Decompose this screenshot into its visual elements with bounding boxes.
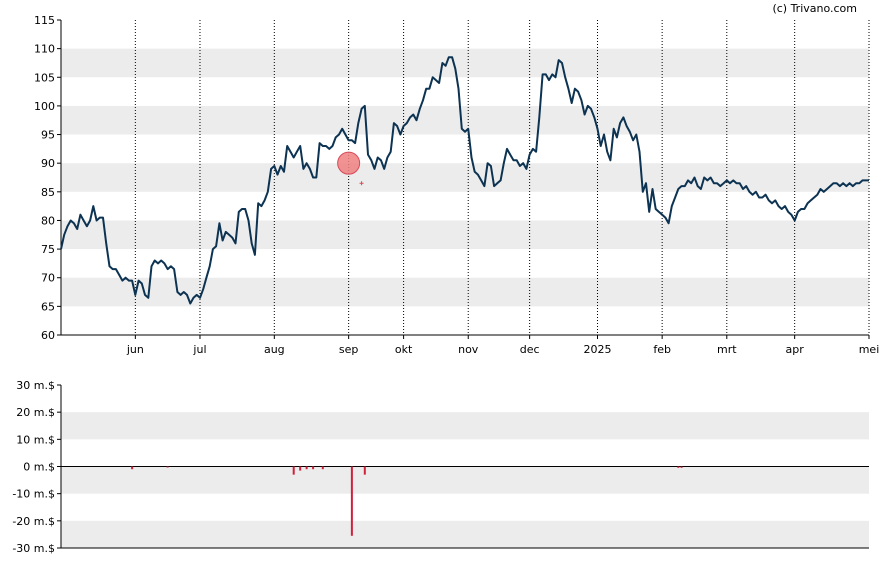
event-marker-circle [337, 151, 361, 175]
volume-y-tick-label: 30 m.$ [16, 379, 55, 392]
volume-bar [305, 466, 308, 470]
volume-bar [299, 466, 302, 471]
volume-bar [321, 466, 324, 470]
volume-y-tick-label: 10 m.$ [16, 433, 55, 446]
volume-y-tick-label: -10 m.$ [12, 488, 55, 501]
volume-bar [677, 466, 680, 468]
copyright-label: (c) Trivano.com [772, 2, 857, 15]
price-y-tick-label: 65 [41, 300, 55, 313]
price-x-tick-label: dec [520, 343, 540, 356]
price-y-tick-label: 110 [34, 43, 55, 56]
price-x-tick-label: mrt [717, 343, 737, 356]
price-y-tick-label: 115 [34, 14, 55, 27]
price-x-tick-label: sep [339, 343, 358, 356]
price-y-tick-label: 75 [41, 243, 55, 256]
volume-y-tick-label: 20 m.$ [16, 406, 55, 419]
volume-bar [363, 466, 366, 475]
price-band [61, 48, 869, 78]
volume-y-tick-label: 0 m.$ [23, 461, 55, 474]
price-x-tick-label: nov [458, 343, 479, 356]
price-y-tick-label: 70 [41, 272, 55, 285]
price-band [61, 163, 869, 192]
volume-band [61, 520, 869, 548]
price-y-tick-label: 60 [41, 329, 55, 342]
price-y-tick-label: 90 [41, 157, 55, 170]
price-x-tick-label: okt [395, 343, 413, 356]
price-series-line [60, 56, 869, 305]
price-x-tick-label: jul [192, 343, 206, 356]
volume-bar [166, 466, 169, 468]
price-x-tick-label: jun [126, 343, 144, 356]
volume-bar [131, 466, 134, 470]
volume-bar [350, 466, 353, 536]
volume-chart: -30 m.$ -20 m.$ -10 m.$ 0 m.$ 10 m.$ 20 m.$ 30… [12, 379, 869, 555]
price-band [61, 105, 869, 135]
price-x-tick-label: aug [264, 343, 285, 356]
price-chart: 60 65 70 75 80 85 90 95 100 105 110 115 jun jul aug sep… [34, 2, 880, 356]
price-x-tick-label: feb [653, 343, 671, 356]
volume-bar [292, 466, 295, 475]
volume-bar [312, 466, 315, 470]
price-y-tick-label: 105 [34, 71, 55, 84]
price-band [61, 277, 869, 307]
volume-band [61, 412, 869, 440]
price-x-tick-label: 2025 [584, 343, 612, 356]
volume-band [61, 466, 869, 494]
event-marker-plus [359, 181, 364, 186]
price-y-tick-label: 85 [41, 186, 55, 199]
price-band [61, 220, 869, 250]
price-y-tick-label: 80 [41, 214, 55, 227]
price-x-tick-label: mei [859, 343, 880, 356]
volume-y-tick-label: -20 m.$ [12, 515, 55, 528]
price-x-tick-label: apr [786, 343, 805, 356]
price-y-tick-label: 100 [34, 100, 55, 113]
volume-bar [680, 466, 683, 468]
volume-y-tick-label: -30 m.$ [12, 542, 55, 555]
price-y-tick-label: 95 [41, 129, 55, 142]
